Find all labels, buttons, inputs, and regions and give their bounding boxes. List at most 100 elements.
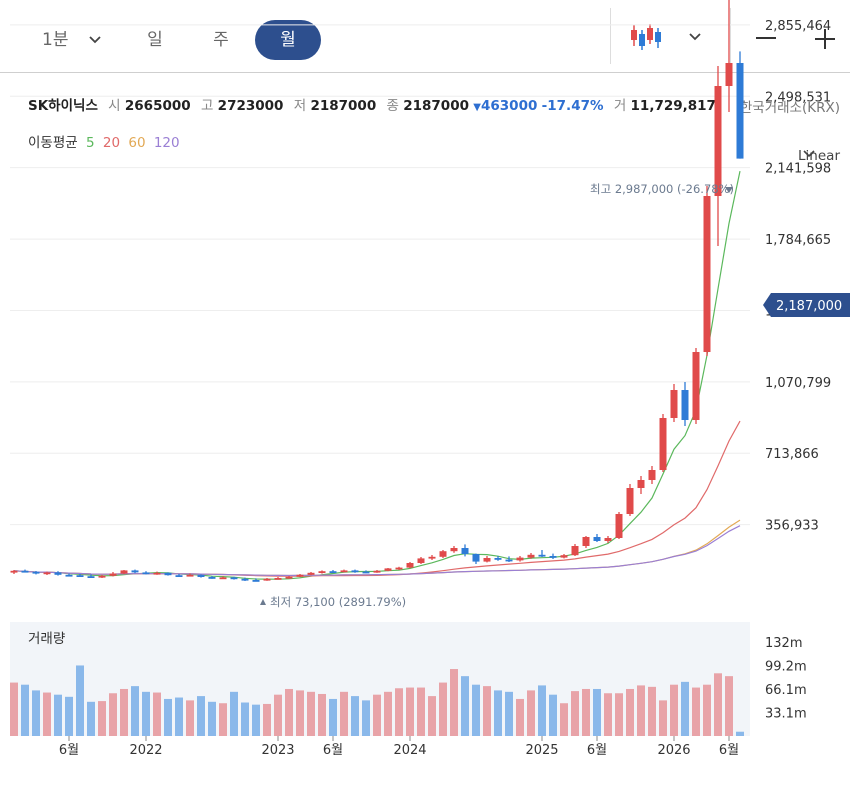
candle-up <box>285 576 293 579</box>
volume-bar <box>241 702 249 736</box>
candle-up <box>406 563 414 568</box>
candle-down <box>208 577 216 579</box>
volume-bar <box>98 701 106 736</box>
volume-bar <box>373 694 381 736</box>
candle-down <box>362 571 370 574</box>
current-price-value: 2,187,000 <box>776 299 842 314</box>
tab-day[interactable]: 일 <box>147 30 163 50</box>
candle-up <box>10 570 18 573</box>
candle-down <box>538 554 546 557</box>
candle-up <box>153 572 161 575</box>
volume-bar <box>230 691 238 736</box>
volume-label: 거 <box>613 98 627 114</box>
volume-bar <box>516 698 524 736</box>
volume-tick-label: 33.1m <box>765 706 807 721</box>
volume-bar <box>142 691 150 736</box>
candle-up <box>582 537 590 546</box>
ma-label: 이동평균 <box>28 135 78 151</box>
scale-mode-dropdown[interactable]: Linear <box>798 148 840 164</box>
volume-bar <box>692 687 700 736</box>
volume-bar <box>296 690 304 736</box>
time-tick-label: 6월 <box>587 743 607 758</box>
zoom-out-icon[interactable] <box>754 28 778 48</box>
candle-up <box>263 578 271 581</box>
volume-bar <box>164 698 172 736</box>
candle-up <box>560 555 568 558</box>
price-summary: SK하이닉스 시 2665000 고 2723000 저 2187000 종 2… <box>28 94 716 114</box>
tab-month[interactable]: 월 <box>255 20 321 60</box>
volume-value: 11,729,817 <box>630 98 716 114</box>
candle-down <box>494 558 502 560</box>
candle-down <box>131 570 139 573</box>
candle-up <box>296 574 304 577</box>
volume-tick-label: 132m <box>765 636 802 651</box>
volume-bar <box>505 691 513 736</box>
moving-average-lines <box>13 170 741 580</box>
candle-down <box>549 556 557 558</box>
candle-down <box>76 575 84 577</box>
moving-average-legend[interactable]: 이동평균 5 20 60 120 <box>28 131 180 151</box>
chevron-down-icon <box>89 36 101 44</box>
candle-down <box>175 575 183 577</box>
volume-bar <box>494 690 502 736</box>
low-value: 2187000 <box>310 98 377 114</box>
volume-bar <box>318 693 326 736</box>
volume-bar <box>714 673 722 736</box>
candle-up <box>417 558 425 563</box>
volume-axis: 132m 99.2m 66.1m 33.1m <box>765 636 807 721</box>
volume-bar <box>417 687 425 736</box>
volume-bar <box>439 682 447 736</box>
volume-bars <box>10 665 744 736</box>
candle-up <box>439 551 447 557</box>
volume-bar <box>637 685 645 736</box>
low-label: 저 <box>293 98 307 114</box>
volume-bar <box>153 692 161 736</box>
volume-bar <box>736 731 744 736</box>
time-tick-label: 2025 <box>525 743 558 758</box>
price-grid <box>10 24 750 526</box>
interval-dropdown[interactable]: 1분 <box>30 20 120 60</box>
ma-120: 120 <box>153 135 180 151</box>
candle-down <box>329 571 337 573</box>
volume-bar <box>186 700 194 736</box>
current-price-tag: 2,187,000 <box>763 293 850 317</box>
volume-bar <box>131 686 139 736</box>
all-time-high-label: 최고 2,987,000 (-26.78%) <box>590 182 734 196</box>
candle-down <box>351 570 359 573</box>
tab-week[interactable]: 주 <box>213 30 229 50</box>
time-tick-label: 6월 <box>323 743 343 758</box>
candle-up <box>615 514 623 538</box>
candle-down <box>461 548 469 554</box>
change-value: 463000 <box>481 98 538 114</box>
volume-bar <box>725 676 733 736</box>
volume-bar <box>472 684 480 736</box>
down-arrow-icon: ▼ <box>473 102 481 113</box>
volume-bar <box>65 696 73 736</box>
ma-5-line <box>13 170 741 580</box>
price-tick-label: 2,855,464 <box>765 19 831 34</box>
ma-60: 60 <box>128 135 146 151</box>
volume-bar <box>483 686 491 736</box>
chevron-down-icon[interactable] <box>688 30 702 44</box>
candle-up <box>637 480 645 488</box>
zoom-in-icon[interactable] <box>813 27 837 51</box>
candle-up <box>604 538 612 541</box>
volume-bar <box>263 703 271 736</box>
volume-bar <box>329 698 337 736</box>
chevron-down-icon <box>803 150 815 158</box>
volume-bar <box>648 686 656 736</box>
candle-down <box>65 574 73 577</box>
time-tick-label: 2023 <box>261 743 294 758</box>
change-percent: -17.47% <box>541 98 604 114</box>
high-marker-icon <box>725 187 733 193</box>
volume-bar <box>406 687 414 736</box>
candle-up <box>274 578 282 580</box>
candle-down <box>54 572 62 575</box>
time-tick-label: 6월 <box>59 743 79 758</box>
candle-down <box>164 572 172 576</box>
volume-bar <box>626 688 634 736</box>
candlestick-chart-type-icon[interactable] <box>628 22 664 52</box>
volume-bar <box>32 690 40 736</box>
stock-name: SK하이닉스 <box>28 98 98 114</box>
